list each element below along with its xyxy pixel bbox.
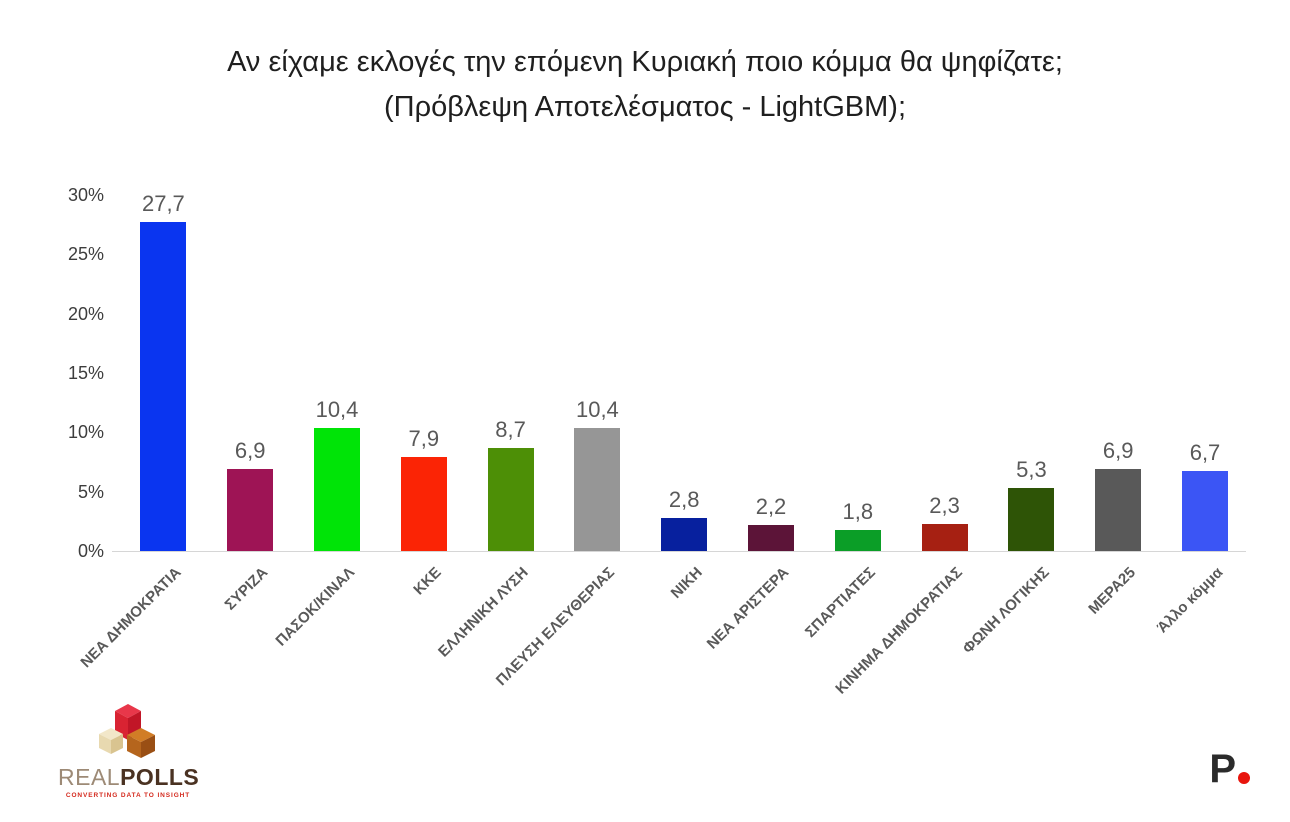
- x-axis-line: [112, 551, 1246, 552]
- bar-value-label: 2,8: [668, 487, 700, 512]
- protagon-dot-icon: [1238, 772, 1250, 784]
- realpolls-word-real: REAL: [58, 764, 121, 790]
- bar-13: [1182, 471, 1228, 551]
- x-axis-label: ΜΕΡΑ25: [1085, 564, 1140, 618]
- chart-title-line1: Αν είχαμε εκλογές την επόμενη Κυριακή πο…: [227, 46, 1063, 78]
- y-axis-tick-label: 25%: [67, 244, 104, 265]
- realpolls-cubes-icon: [99, 704, 155, 758]
- bar-value-label: 10,4: [315, 397, 359, 422]
- x-axis-label: ΕΛΛΗΝΙΚΗ ΛΥΣΗ: [435, 564, 532, 661]
- bar-value-label: 27,7: [141, 191, 185, 216]
- bar-4: [400, 457, 447, 551]
- chart-title-line2: (Πρόβλεψη Αποτελέσματος - LightGBM);: [383, 90, 906, 123]
- x-axis-label: ΝΕΑ ΔΗΜΟΚΡΑΤΙΑ: [77, 564, 185, 672]
- bar-8: [748, 525, 794, 551]
- x-axis-label: ΠΑΣΟΚ/ΚΙΝΑΛ: [272, 564, 359, 650]
- protagon-logo: P: [1209, 747, 1250, 791]
- realpolls-tagline: CONVERTING DATA TO INSIGHT: [65, 792, 191, 799]
- bar-value-label: 8,7: [495, 417, 526, 442]
- bar-value-label: 2,2: [755, 494, 787, 519]
- bar-3: [314, 428, 360, 551]
- x-axis-label: ΝΙΚΗ: [667, 564, 706, 602]
- x-axis-label: Άλλο κόμμα: [1153, 564, 1227, 637]
- bar-value-label: 6,9: [1102, 438, 1134, 463]
- x-axis-label: ΚΚΕ: [410, 564, 445, 599]
- bar-1: [140, 222, 187, 551]
- y-axis-tick-label: 20%: [67, 303, 104, 324]
- bar-6: [574, 428, 621, 551]
- x-axis-label: ΦΩΝΗ ΛΟΓΙΚΗΣ: [959, 564, 1053, 658]
- realpolls-word-polls: POLLS: [120, 764, 200, 790]
- x-axis-label: ΝΕΑ ΑΡΙΣΤΕΡΑ: [703, 564, 793, 653]
- bar-9: [834, 530, 881, 551]
- bar-11: [1008, 488, 1055, 551]
- bar-12: [1095, 469, 1142, 551]
- x-axis-label: ΣΠΑΡΤΙΑΤΕΣ: [801, 564, 879, 641]
- bar-7: [661, 518, 708, 551]
- bar-value-label: 5,3: [1016, 457, 1047, 482]
- y-axis-tick-label: 0%: [77, 541, 104, 561]
- bar-value-label: 6,7: [1189, 440, 1221, 465]
- bar-value-label: 10,4: [575, 397, 619, 422]
- bar-value-label: 2,3: [929, 493, 960, 518]
- bar-value-label: 1,8: [842, 499, 874, 524]
- realpolls-logo: REALPOLLS CONVERTING DATA TO INSIGHT: [58, 702, 200, 799]
- y-axis-tick-label: 5%: [77, 481, 104, 502]
- x-axis-label: ΣΥΡΙΖΑ: [221, 564, 272, 614]
- bar-value-label: 6,9: [234, 438, 266, 463]
- realpolls-wordmark: REALPOLLS: [58, 764, 200, 790]
- bar-2: [227, 469, 274, 551]
- y-axis-tick-label: 30%: [67, 184, 104, 205]
- protagon-letter: P: [1209, 747, 1236, 791]
- bar-value-label: 7,9: [408, 426, 440, 451]
- chart-title: Αν είχαμε εκλογές την επόμενη Κυριακή πο…: [0, 40, 1290, 130]
- y-axis-tick-label: 10%: [67, 422, 104, 443]
- bar-5: [487, 448, 534, 551]
- bar-10: [921, 524, 968, 551]
- y-axis-tick-label: 15%: [67, 362, 104, 383]
